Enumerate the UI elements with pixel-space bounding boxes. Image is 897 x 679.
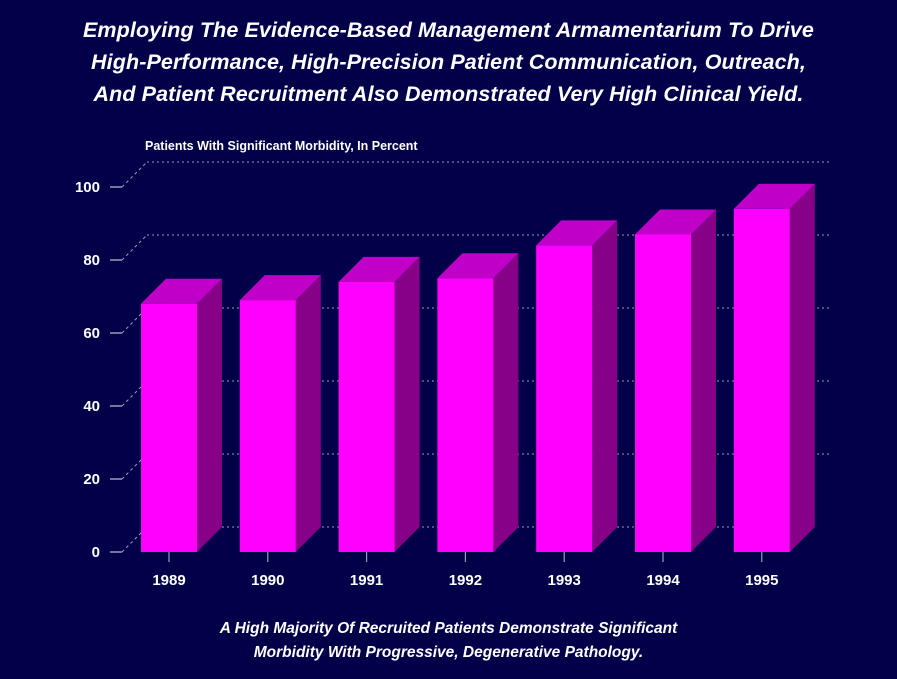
x-tick-label: 1991 [350,572,383,589]
bar-front [733,208,790,552]
bar-top [635,209,716,235]
bar-side [592,220,618,552]
x-axis-ticks: 1989 1990 1991 1992 1993 1994 1995 [152,552,778,589]
bar-front [239,300,296,552]
slide-footer: A High Majority Of Recruited Patients De… [0,617,897,665]
grid-connector [121,161,148,188]
title-line-3: And Patient Recruitment Also Demonstrate… [93,82,804,106]
bar-1989 [141,278,222,552]
x-tick-label: 1992 [449,572,482,589]
x-tick-label: 1993 [548,572,581,589]
title-line-1: Employing The Evidence-Based Management … [82,18,814,42]
footer-line-1: A High Majority Of Recruited Patients De… [219,620,678,637]
bars [141,183,815,552]
bar-top [733,183,815,209]
x-tick-label: 1994 [646,572,680,589]
bar-top [239,275,321,301]
y-tick-label: 100 [75,179,100,196]
bar-1993 [536,220,618,552]
x-tick-label: 1990 [251,572,284,589]
y-axis-ticks: 0 20 40 60 80 100 [75,179,122,561]
bar-front [141,303,197,552]
bar-top [141,278,222,304]
bar-side [394,256,420,552]
bar-front [536,245,593,552]
footer-line-2: Morbidity With Progressive, Degenerative… [253,644,644,661]
x-tick-label: 1989 [152,572,185,589]
slide-title: Employing The Evidence-Based Management … [0,14,897,110]
bar-side [789,183,815,552]
y-tick-label: 20 [83,471,100,488]
chart-axis-title: Patients With Significant Morbidity, In … [145,139,418,153]
bar-1994 [635,209,716,552]
bar-front [437,278,494,552]
bar-side [197,278,222,552]
title-line-2: High-Performance, High-Precision Patient… [91,50,806,74]
bar-top [536,220,618,246]
bar-side [691,209,716,552]
y-tick-label: 0 [92,544,100,561]
x-tick-label: 1995 [745,572,778,589]
y-tick-label: 40 [83,398,100,415]
grid-connector [121,234,148,261]
bar-1990 [239,275,321,552]
bar-top [338,256,420,282]
y-tick-label: 80 [83,252,100,269]
bar-1992 [437,253,519,552]
y-tick-label: 60 [83,325,100,342]
bar-front [635,234,691,552]
bar-side [493,253,519,552]
bar-side [295,275,321,552]
bar-1991 [338,256,420,552]
bar-front [338,281,395,552]
bar-top [437,253,519,279]
bar-1995 [733,183,815,552]
